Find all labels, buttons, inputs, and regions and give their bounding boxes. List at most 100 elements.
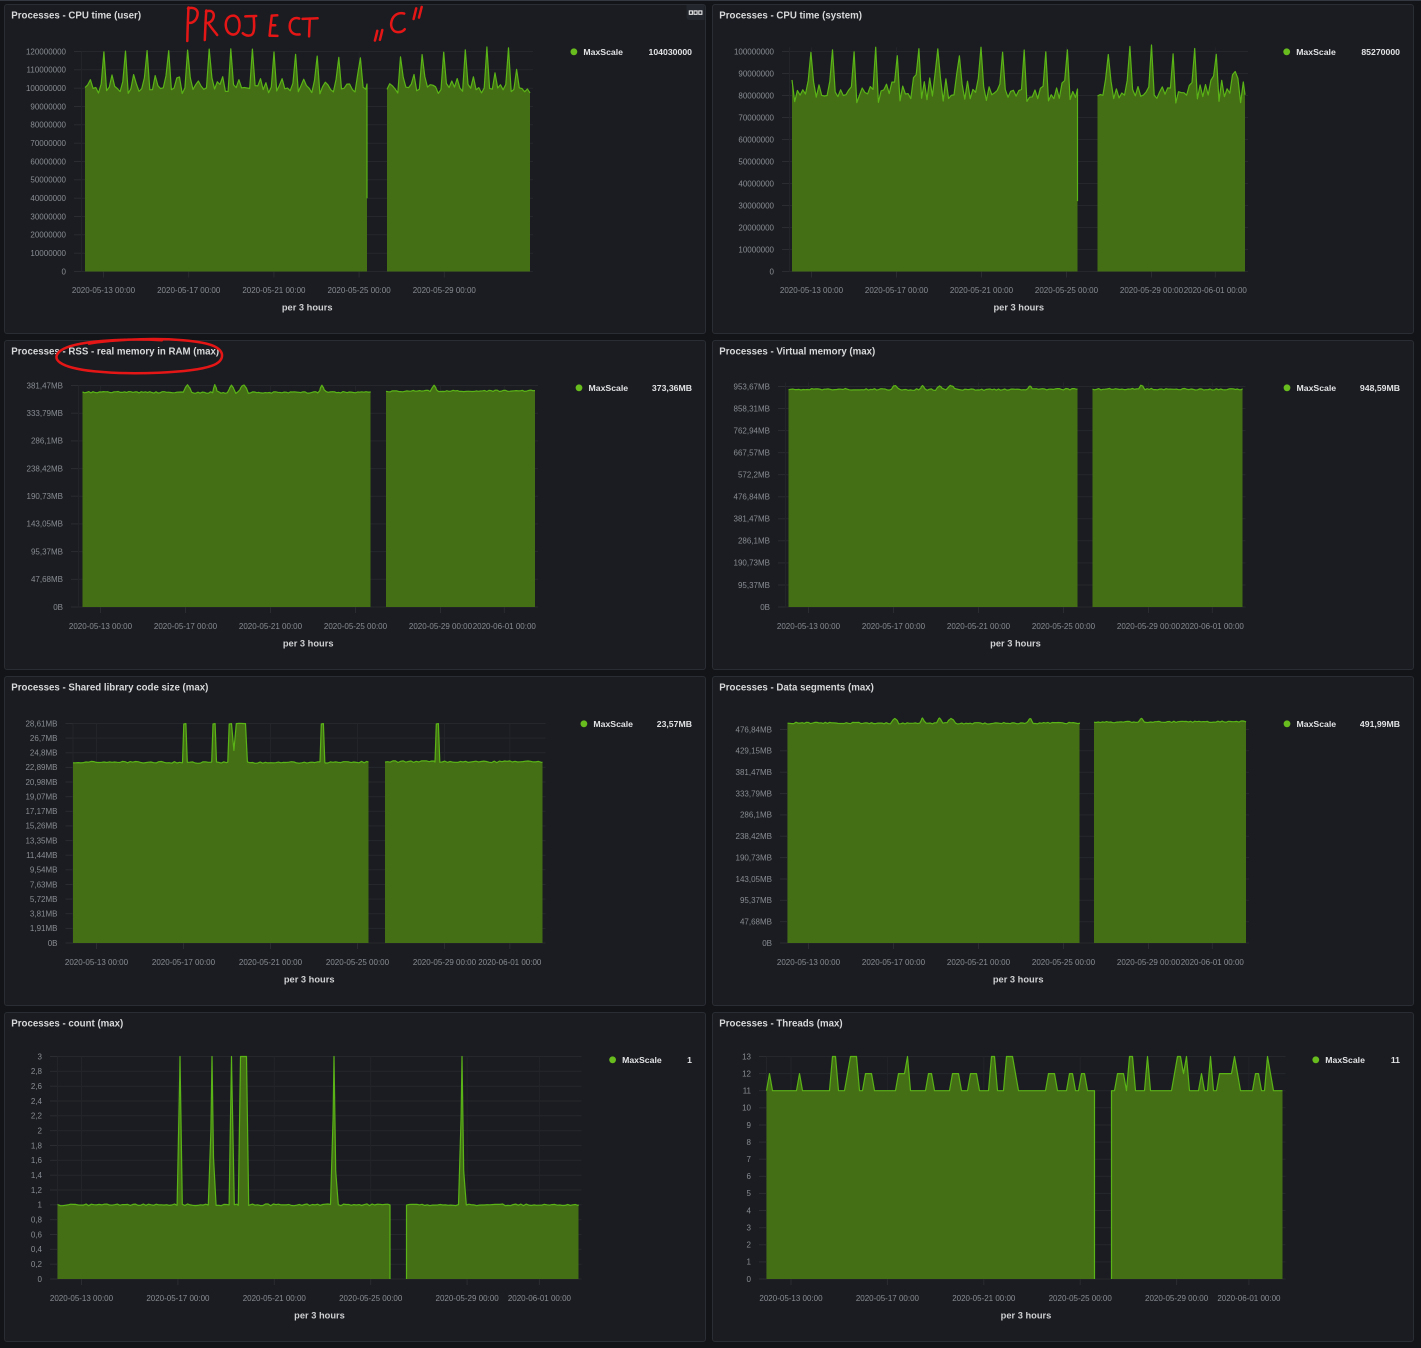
svg-text:333,79MB: 333,79MB bbox=[27, 409, 63, 418]
svg-text:11,44MB: 11,44MB bbox=[26, 851, 57, 860]
svg-text:20,98MB: 20,98MB bbox=[25, 778, 57, 787]
svg-text:3,81MB: 3,81MB bbox=[30, 910, 58, 919]
svg-text:47,68MB: 47,68MB bbox=[740, 918, 772, 927]
svg-text:2020-06-01 00:00: 2020-06-01 00:00 bbox=[1181, 958, 1245, 967]
svg-text:20000000: 20000000 bbox=[738, 223, 774, 232]
svg-text:MaxScale: MaxScale bbox=[1296, 47, 1336, 57]
svg-text:95,37MB: 95,37MB bbox=[31, 547, 63, 556]
svg-text:11: 11 bbox=[743, 1087, 752, 1096]
svg-text:1,6: 1,6 bbox=[31, 1156, 43, 1165]
svg-text:10: 10 bbox=[742, 1104, 751, 1113]
svg-text:MaxScale: MaxScale bbox=[583, 47, 623, 57]
svg-text:238,42MB: 238,42MB bbox=[27, 464, 63, 473]
svg-text:3: 3 bbox=[38, 1052, 43, 1061]
svg-text:per 3 hours: per 3 hours bbox=[1001, 1310, 1052, 1320]
svg-text:MaxScale: MaxScale bbox=[1297, 383, 1337, 393]
svg-text:2020-05-25 00:00: 2020-05-25 00:00 bbox=[1035, 286, 1099, 295]
svg-text:572,2MB: 572,2MB bbox=[738, 471, 770, 480]
svg-text:0B: 0B bbox=[53, 603, 63, 612]
svg-text:per 3 hours: per 3 hours bbox=[990, 638, 1041, 648]
svg-text:50000000: 50000000 bbox=[30, 176, 66, 185]
svg-text:0,2: 0,2 bbox=[31, 1260, 43, 1269]
svg-text:60000000: 60000000 bbox=[30, 157, 66, 166]
svg-text:0B: 0B bbox=[760, 603, 770, 612]
svg-text:2020-05-13 00:00: 2020-05-13 00:00 bbox=[759, 1294, 823, 1303]
svg-text:MaxScale: MaxScale bbox=[1297, 719, 1337, 729]
svg-text:22,89MB: 22,89MB bbox=[25, 763, 57, 772]
svg-text:28,61MB: 28,61MB bbox=[25, 719, 57, 728]
svg-text:47,68MB: 47,68MB bbox=[31, 575, 63, 584]
svg-text:667,57MB: 667,57MB bbox=[734, 449, 770, 458]
svg-text:0,8: 0,8 bbox=[31, 1216, 43, 1225]
svg-text:2020-05-29 00:00: 2020-05-29 00:00 bbox=[413, 958, 477, 967]
svg-text:2: 2 bbox=[38, 1127, 43, 1136]
svg-text:2020-05-21 00:00: 2020-05-21 00:00 bbox=[952, 1294, 1016, 1303]
svg-text:60000000: 60000000 bbox=[738, 135, 774, 144]
svg-text:2020-06-01 00:00: 2020-06-01 00:00 bbox=[508, 1294, 572, 1303]
svg-text:491,99MB: 491,99MB bbox=[1360, 719, 1400, 729]
svg-text:per 3 hours: per 3 hours bbox=[284, 974, 335, 984]
svg-text:2,8: 2,8 bbox=[31, 1067, 43, 1076]
svg-text:858,31MB: 858,31MB bbox=[734, 404, 770, 413]
svg-text:1: 1 bbox=[38, 1201, 43, 1210]
svg-text:17,17MB: 17,17MB bbox=[25, 807, 57, 816]
svg-text:143,05MB: 143,05MB bbox=[736, 875, 772, 884]
svg-text:4: 4 bbox=[747, 1206, 752, 1215]
svg-text:Processes - Data segments (max: Processes - Data segments (max) bbox=[719, 683, 874, 694]
svg-text:953,67MB: 953,67MB bbox=[734, 382, 770, 391]
svg-text:2020-05-21 00:00: 2020-05-21 00:00 bbox=[243, 1294, 307, 1303]
svg-text:1: 1 bbox=[687, 1055, 692, 1065]
svg-text:100000000: 100000000 bbox=[734, 47, 775, 56]
svg-text:70000000: 70000000 bbox=[738, 113, 774, 122]
svg-text:2020-05-25 00:00: 2020-05-25 00:00 bbox=[1032, 958, 1096, 967]
svg-text:2020-05-25 00:00: 2020-05-25 00:00 bbox=[339, 1294, 403, 1303]
svg-text:2020-05-17 00:00: 2020-05-17 00:00 bbox=[862, 622, 926, 631]
svg-text:143,05MB: 143,05MB bbox=[27, 520, 63, 529]
svg-text:2020-05-13 00:00: 2020-05-13 00:00 bbox=[72, 286, 136, 295]
svg-text:2020-05-13 00:00: 2020-05-13 00:00 bbox=[69, 622, 133, 631]
svg-text:30000000: 30000000 bbox=[30, 212, 66, 221]
svg-text:476,84MB: 476,84MB bbox=[736, 725, 772, 734]
svg-text:10000000: 10000000 bbox=[30, 249, 66, 258]
svg-text:2020-05-25 00:00: 2020-05-25 00:00 bbox=[324, 622, 388, 631]
svg-text:2020-05-29 00:00: 2020-05-29 00:00 bbox=[436, 1294, 500, 1303]
svg-text:15,26MB: 15,26MB bbox=[25, 822, 57, 831]
svg-text:8: 8 bbox=[747, 1138, 752, 1147]
svg-text:Processes - RSS - real memory: Processes - RSS - real memory in RAM (ma… bbox=[11, 347, 219, 358]
svg-text:381,47MB: 381,47MB bbox=[736, 768, 772, 777]
svg-text:2020-05-29 00:00: 2020-05-29 00:00 bbox=[1117, 622, 1181, 631]
svg-text:2020-06-01 00:00: 2020-06-01 00:00 bbox=[478, 958, 542, 967]
svg-text:1: 1 bbox=[747, 1258, 752, 1267]
svg-text:2020-05-17 00:00: 2020-05-17 00:00 bbox=[856, 1294, 920, 1303]
svg-text:per 3 hours: per 3 hours bbox=[282, 302, 333, 312]
svg-text:0: 0 bbox=[747, 1275, 752, 1284]
svg-text:1,2: 1,2 bbox=[31, 1186, 43, 1195]
svg-text:2020-05-25 00:00: 2020-05-25 00:00 bbox=[1049, 1294, 1113, 1303]
svg-text:23,57MB: 23,57MB bbox=[657, 719, 692, 729]
svg-text:429,15MB: 429,15MB bbox=[736, 747, 772, 756]
svg-text:2020-05-25 00:00: 2020-05-25 00:00 bbox=[326, 958, 390, 967]
svg-text:948,59MB: 948,59MB bbox=[1360, 383, 1400, 393]
svg-text:2020-05-21 00:00: 2020-05-21 00:00 bbox=[947, 958, 1011, 967]
svg-text:MaxScale: MaxScale bbox=[593, 719, 633, 729]
svg-text:2020-05-29 00:00: 2020-05-29 00:00 bbox=[409, 622, 473, 631]
svg-text:2,6: 2,6 bbox=[31, 1082, 43, 1091]
svg-text:95,37MB: 95,37MB bbox=[738, 581, 770, 590]
svg-text:6: 6 bbox=[747, 1172, 752, 1181]
svg-text:19,07MB: 19,07MB bbox=[25, 793, 57, 802]
svg-text:2020-05-13 00:00: 2020-05-13 00:00 bbox=[65, 958, 129, 967]
svg-text:12: 12 bbox=[742, 1069, 751, 1078]
svg-text:7,63MB: 7,63MB bbox=[30, 880, 58, 889]
svg-text:11: 11 bbox=[1391, 1055, 1400, 1065]
svg-text:Processes - Virtual memory (ma: Processes - Virtual memory (max) bbox=[719, 347, 875, 358]
svg-text:2020-05-13 00:00: 2020-05-13 00:00 bbox=[50, 1294, 114, 1303]
svg-text:2020-05-29 00:00: 2020-05-29 00:00 bbox=[413, 286, 477, 295]
svg-text:5,72MB: 5,72MB bbox=[30, 895, 58, 904]
svg-text:1,8: 1,8 bbox=[31, 1141, 43, 1150]
svg-text:0B: 0B bbox=[48, 939, 58, 948]
svg-text:Processes - CPU time (system): Processes - CPU time (system) bbox=[719, 11, 862, 22]
svg-text:2: 2 bbox=[747, 1241, 752, 1250]
svg-text:190,73MB: 190,73MB bbox=[734, 559, 770, 568]
svg-text:2020-06-01 00:00: 2020-06-01 00:00 bbox=[1184, 286, 1248, 295]
svg-text:104030000: 104030000 bbox=[649, 47, 693, 57]
